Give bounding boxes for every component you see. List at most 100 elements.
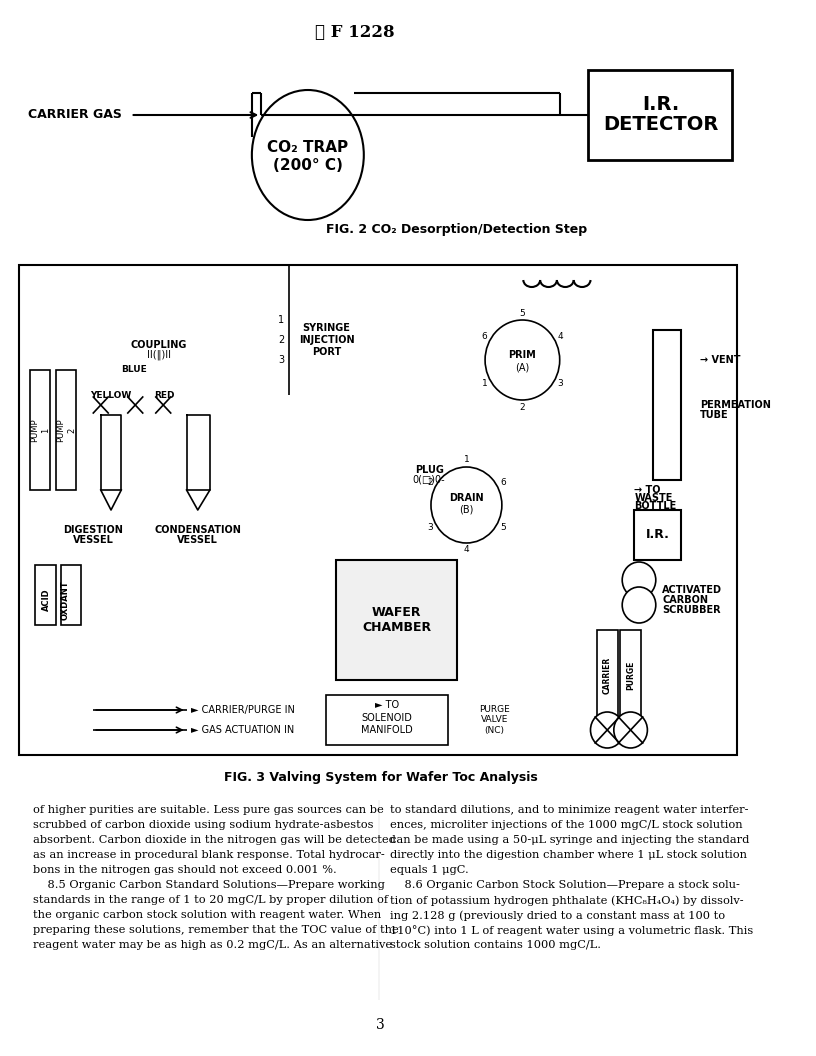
- Text: PERMEATION: PERMEATION: [699, 400, 770, 410]
- Text: I.R.: I.R.: [642, 95, 679, 114]
- Text: 3: 3: [428, 523, 433, 532]
- Text: CO₂ TRAP: CO₂ TRAP: [268, 140, 348, 155]
- Text: BLUE: BLUE: [122, 365, 147, 375]
- Text: PUMP
1: PUMP 1: [30, 418, 50, 441]
- Circle shape: [614, 712, 647, 748]
- Text: CARBON: CARBON: [663, 595, 708, 605]
- Text: 3: 3: [278, 355, 285, 365]
- Bar: [30, 370, 51, 490]
- Text: (B): (B): [459, 505, 473, 515]
- Circle shape: [431, 467, 502, 543]
- Text: can be made using a 50-μL syringe and injecting the standard: can be made using a 50-μL syringe and in…: [390, 835, 749, 845]
- Text: 110°C) into 1 L of reagent water using a volumetric flask. This: 110°C) into 1 L of reagent water using a…: [390, 925, 753, 936]
- Text: WASTE: WASTE: [634, 493, 672, 503]
- Text: I.R.: I.R.: [645, 528, 670, 542]
- Text: stock solution contains 1000 mgC/L.: stock solution contains 1000 mgC/L.: [390, 940, 601, 950]
- Circle shape: [623, 587, 656, 623]
- Text: reagent water may be as high as 0.2 mgC/L. As an alternative: reagent water may be as high as 0.2 mgC/…: [33, 940, 392, 950]
- Text: SYRINGE
INJECTION
PORT: SYRINGE INJECTION PORT: [299, 323, 354, 357]
- Text: PURGE
VALVE
(NC): PURGE VALVE (NC): [479, 705, 510, 735]
- Text: 4: 4: [557, 332, 563, 341]
- Bar: [19, 265, 737, 755]
- Text: 5: 5: [500, 523, 506, 532]
- Text: (200° C): (200° C): [273, 157, 343, 172]
- Circle shape: [591, 712, 624, 748]
- Text: WAFER
CHAMBER: WAFER CHAMBER: [361, 606, 431, 634]
- Text: PRIM: PRIM: [508, 350, 536, 360]
- Text: 2: 2: [278, 335, 285, 345]
- Text: 0(□)0-: 0(□)0-: [413, 475, 446, 485]
- Text: YELLOW: YELLOW: [91, 391, 131, 399]
- Bar: [634, 510, 681, 560]
- Text: directly into the digestion chamber where 1 μL stock solution: directly into the digestion chamber wher…: [390, 850, 747, 860]
- Ellipse shape: [252, 90, 364, 220]
- Text: the organic carbon stock solution with reagent water. When: the organic carbon stock solution with r…: [33, 910, 381, 920]
- Text: DRAIN: DRAIN: [449, 493, 484, 503]
- Text: SOLENOID: SOLENOID: [361, 713, 413, 723]
- Text: (A): (A): [515, 363, 530, 373]
- Bar: [56, 370, 77, 490]
- Text: TUBE: TUBE: [699, 410, 728, 420]
- Text: ACID: ACID: [42, 588, 51, 611]
- Text: → TO: → TO: [634, 485, 661, 495]
- Text: RED: RED: [154, 391, 175, 399]
- Text: 4: 4: [463, 546, 469, 554]
- Text: II(‖)II: II(‖)II: [147, 350, 171, 360]
- Bar: [588, 70, 732, 161]
- Bar: [35, 565, 56, 625]
- Text: 1: 1: [278, 315, 285, 325]
- Text: 3: 3: [376, 1018, 385, 1032]
- Text: DETECTOR: DETECTOR: [603, 115, 718, 134]
- Text: 1: 1: [463, 455, 469, 465]
- Bar: [60, 565, 81, 625]
- Text: CARRIER: CARRIER: [603, 657, 612, 694]
- Text: 3: 3: [557, 379, 563, 388]
- Text: absorbent. Carbon dioxide in the nitrogen gas will be detected: absorbent. Carbon dioxide in the nitroge…: [33, 835, 396, 845]
- Text: 5: 5: [520, 308, 526, 318]
- Text: ► GAS ACTUATION IN: ► GAS ACTUATION IN: [191, 725, 295, 735]
- Text: PURGE: PURGE: [626, 660, 635, 690]
- Text: ences, microliter injections of the 1000 mgC/L stock solution: ences, microliter injections of the 1000…: [390, 821, 743, 830]
- Text: SCRUBBER: SCRUBBER: [663, 605, 721, 615]
- Text: as an increase in procedural blank response. Total hydrocar-: as an increase in procedural blank respo…: [33, 850, 384, 860]
- Text: 2: 2: [520, 402, 526, 412]
- Text: CONDENSATION: CONDENSATION: [154, 525, 242, 535]
- Text: ► TO: ► TO: [375, 700, 399, 710]
- Text: equals 1 μgC.: equals 1 μgC.: [390, 865, 468, 875]
- Text: standards in the range of 1 to 20 mgC/L by proper dilution of: standards in the range of 1 to 20 mgC/L …: [33, 895, 388, 905]
- Text: preparing these solutions, remember that the TOC value of the: preparing these solutions, remember that…: [33, 925, 398, 935]
- Text: to standard dilutions, and to minimize reagent water interfer-: to standard dilutions, and to minimize r…: [390, 805, 748, 815]
- Text: ⓐ F 1228: ⓐ F 1228: [315, 23, 394, 40]
- Text: ► CARRIER/PURGE IN: ► CARRIER/PURGE IN: [191, 705, 295, 715]
- Text: 6: 6: [481, 332, 487, 341]
- Text: PLUG: PLUG: [415, 465, 444, 475]
- Circle shape: [485, 320, 560, 400]
- Text: 8.6 Organic Carbon Stock Solution—Prepare a stock solu-: 8.6 Organic Carbon Stock Solution—Prepar…: [390, 880, 740, 890]
- Text: 1: 1: [481, 379, 487, 388]
- Text: DIGESTION: DIGESTION: [64, 525, 123, 535]
- Text: MANIFOLD: MANIFOLD: [361, 725, 413, 735]
- Text: FIG. 2 CO₂ Desorption/Detection Step: FIG. 2 CO₂ Desorption/Detection Step: [326, 224, 588, 237]
- Text: ACTIVATED: ACTIVATED: [663, 585, 722, 595]
- Bar: [336, 560, 457, 680]
- Text: OXDANT: OXDANT: [61, 580, 70, 620]
- Text: VESSEL: VESSEL: [73, 535, 113, 545]
- Text: scrubbed of carbon dioxide using sodium hydrate-asbestos: scrubbed of carbon dioxide using sodium …: [33, 821, 373, 830]
- Text: BOTTLE: BOTTLE: [634, 501, 676, 511]
- Bar: [653, 329, 681, 480]
- Text: bons in the nitrogen gas should not exceed 0.001 %.: bons in the nitrogen gas should not exce…: [33, 865, 336, 875]
- Text: VESSEL: VESSEL: [177, 535, 218, 545]
- Text: → VENT: → VENT: [699, 355, 740, 365]
- Text: FIG. 3 Valving System for Wafer Toc Analysis: FIG. 3 Valving System for Wafer Toc Anal…: [224, 772, 538, 785]
- Text: PUMP
2: PUMP 2: [56, 418, 76, 441]
- Text: CARRIER GAS: CARRIER GAS: [28, 109, 122, 121]
- Text: 2: 2: [428, 478, 432, 487]
- Text: COUPLING: COUPLING: [131, 340, 187, 350]
- Bar: [620, 630, 641, 720]
- Bar: [597, 630, 618, 720]
- Text: 6: 6: [500, 478, 506, 487]
- Circle shape: [623, 562, 656, 598]
- Text: ing 2.128 g (previously dried to a constant mass at 100 to: ing 2.128 g (previously dried to a const…: [390, 910, 725, 921]
- Text: tion of potassium hydrogen phthalate (KHC₈H₄O₄) by dissolv-: tion of potassium hydrogen phthalate (KH…: [390, 895, 743, 906]
- Text: 8.5 Organic Carbon Standard Solutions—Prepare working: 8.5 Organic Carbon Standard Solutions—Pr…: [33, 880, 384, 890]
